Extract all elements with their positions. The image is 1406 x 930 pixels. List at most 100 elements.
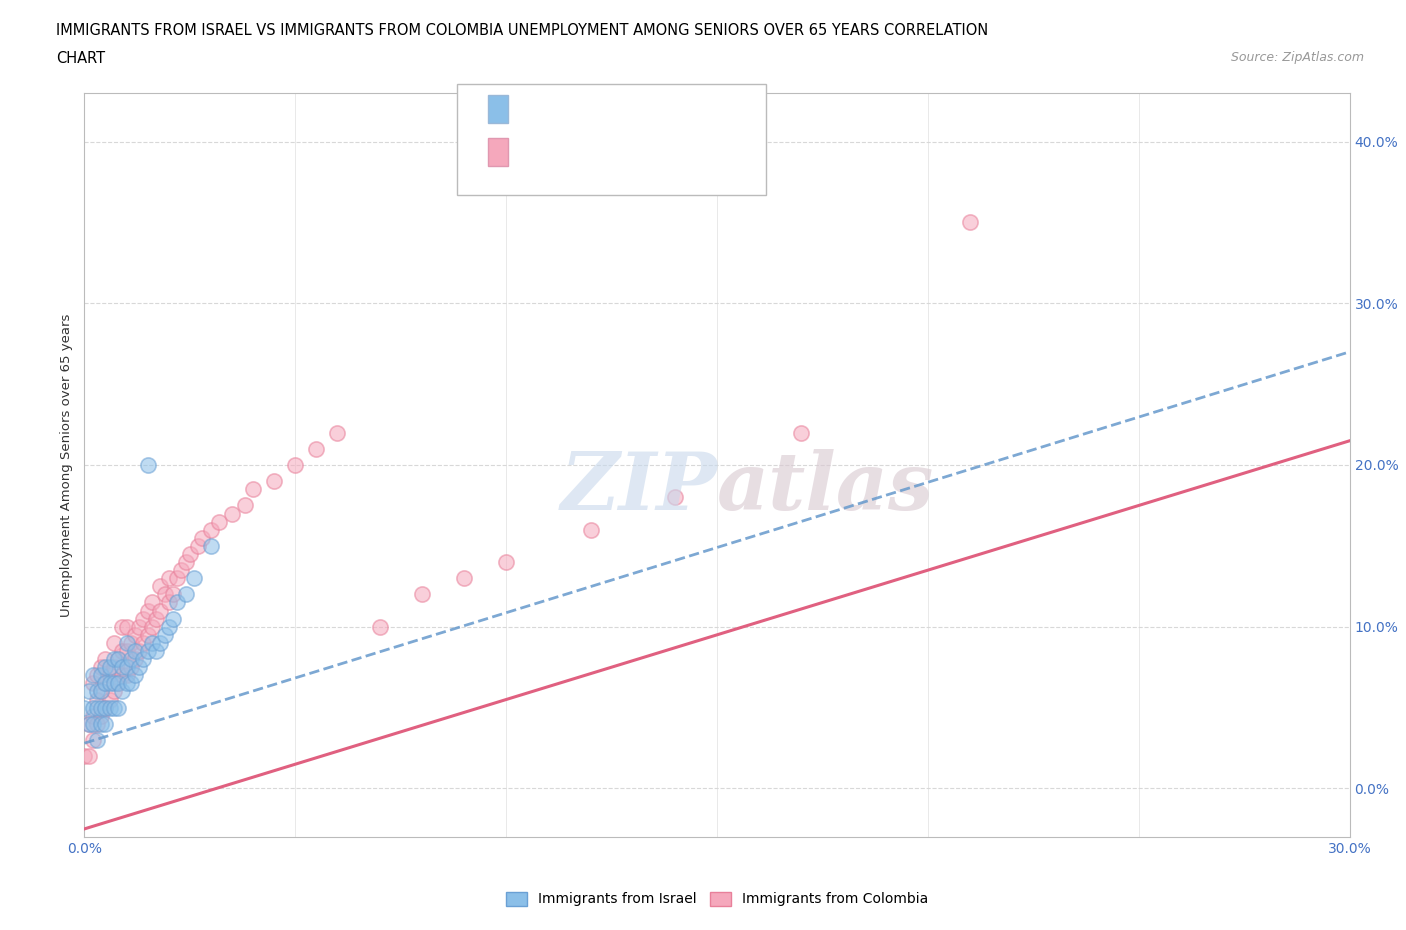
Point bbox=[959, 215, 981, 230]
Point bbox=[128, 659, 150, 674]
Point bbox=[305, 442, 328, 457]
Point bbox=[82, 700, 104, 715]
Point bbox=[120, 676, 142, 691]
Point bbox=[187, 538, 209, 553]
Point bbox=[174, 587, 197, 602]
Point bbox=[86, 700, 108, 715]
Point bbox=[200, 538, 222, 553]
Point bbox=[128, 619, 150, 634]
Text: R = 0.309   N = 49: R = 0.309 N = 49 bbox=[519, 101, 675, 116]
Point bbox=[77, 684, 100, 698]
Point bbox=[120, 635, 142, 650]
Point bbox=[162, 587, 184, 602]
Point bbox=[411, 587, 433, 602]
Point bbox=[157, 619, 180, 634]
Point bbox=[221, 506, 243, 521]
Point bbox=[149, 635, 172, 650]
Point bbox=[132, 611, 155, 626]
Point bbox=[94, 659, 117, 674]
Point bbox=[82, 668, 104, 683]
Y-axis label: Unemployment Among Seniors over 65 years: Unemployment Among Seniors over 65 years bbox=[60, 313, 73, 617]
Point bbox=[111, 668, 134, 683]
Point bbox=[170, 563, 193, 578]
Text: atlas: atlas bbox=[717, 448, 935, 526]
Point bbox=[120, 652, 142, 667]
Point bbox=[98, 668, 121, 683]
Point bbox=[157, 571, 180, 586]
Point bbox=[153, 587, 176, 602]
Point bbox=[179, 547, 201, 562]
Point bbox=[90, 684, 112, 698]
Point bbox=[191, 530, 214, 545]
Point bbox=[453, 571, 475, 586]
Point bbox=[579, 523, 602, 538]
Point bbox=[86, 684, 108, 698]
Point bbox=[664, 490, 686, 505]
Point bbox=[86, 733, 108, 748]
Point bbox=[145, 611, 167, 626]
Point bbox=[107, 652, 129, 667]
Point bbox=[111, 659, 134, 674]
Point bbox=[94, 700, 117, 715]
Point bbox=[103, 684, 125, 698]
Point bbox=[284, 458, 307, 472]
Point bbox=[115, 619, 138, 634]
Point bbox=[90, 709, 112, 724]
Point bbox=[90, 659, 112, 674]
Point bbox=[82, 676, 104, 691]
Point bbox=[183, 571, 205, 586]
Point bbox=[94, 652, 117, 667]
Point bbox=[103, 635, 125, 650]
Point bbox=[77, 749, 100, 764]
Point bbox=[98, 676, 121, 691]
Point bbox=[132, 635, 155, 650]
Point bbox=[128, 644, 150, 658]
Point bbox=[98, 692, 121, 707]
Point bbox=[174, 554, 197, 569]
Point bbox=[115, 668, 138, 683]
Point bbox=[124, 652, 146, 667]
Point bbox=[166, 571, 188, 586]
Point bbox=[326, 425, 349, 440]
Point bbox=[153, 628, 176, 643]
Point bbox=[111, 644, 134, 658]
Point bbox=[149, 578, 172, 593]
Point bbox=[141, 635, 163, 650]
Point bbox=[136, 644, 159, 658]
Point bbox=[98, 659, 121, 674]
Point bbox=[115, 635, 138, 650]
Point bbox=[103, 659, 125, 674]
Point bbox=[141, 619, 163, 634]
Point bbox=[132, 652, 155, 667]
Point bbox=[94, 676, 117, 691]
Point bbox=[103, 676, 125, 691]
Point bbox=[111, 684, 134, 698]
Point bbox=[90, 716, 112, 731]
Point bbox=[111, 619, 134, 634]
Point bbox=[82, 733, 104, 748]
Point bbox=[90, 668, 112, 683]
Point bbox=[115, 644, 138, 658]
Point bbox=[136, 604, 159, 618]
Point bbox=[136, 458, 159, 472]
Text: IMMIGRANTS FROM ISRAEL VS IMMIGRANTS FROM COLOMBIA UNEMPLOYMENT AMONG SENIORS OV: IMMIGRANTS FROM ISRAEL VS IMMIGRANTS FRO… bbox=[56, 23, 988, 38]
Point bbox=[103, 652, 125, 667]
Point bbox=[368, 619, 391, 634]
Point bbox=[94, 716, 117, 731]
Point bbox=[86, 668, 108, 683]
Point bbox=[242, 482, 264, 497]
Point bbox=[115, 659, 138, 674]
Point bbox=[94, 676, 117, 691]
Point bbox=[145, 644, 167, 658]
Point bbox=[77, 716, 100, 731]
Point bbox=[141, 595, 163, 610]
Point bbox=[200, 523, 222, 538]
Point bbox=[98, 700, 121, 715]
Point bbox=[124, 668, 146, 683]
Point bbox=[166, 595, 188, 610]
Point bbox=[90, 700, 112, 715]
Point bbox=[77, 716, 100, 731]
Point bbox=[82, 716, 104, 731]
Point bbox=[157, 595, 180, 610]
Point bbox=[495, 554, 517, 569]
